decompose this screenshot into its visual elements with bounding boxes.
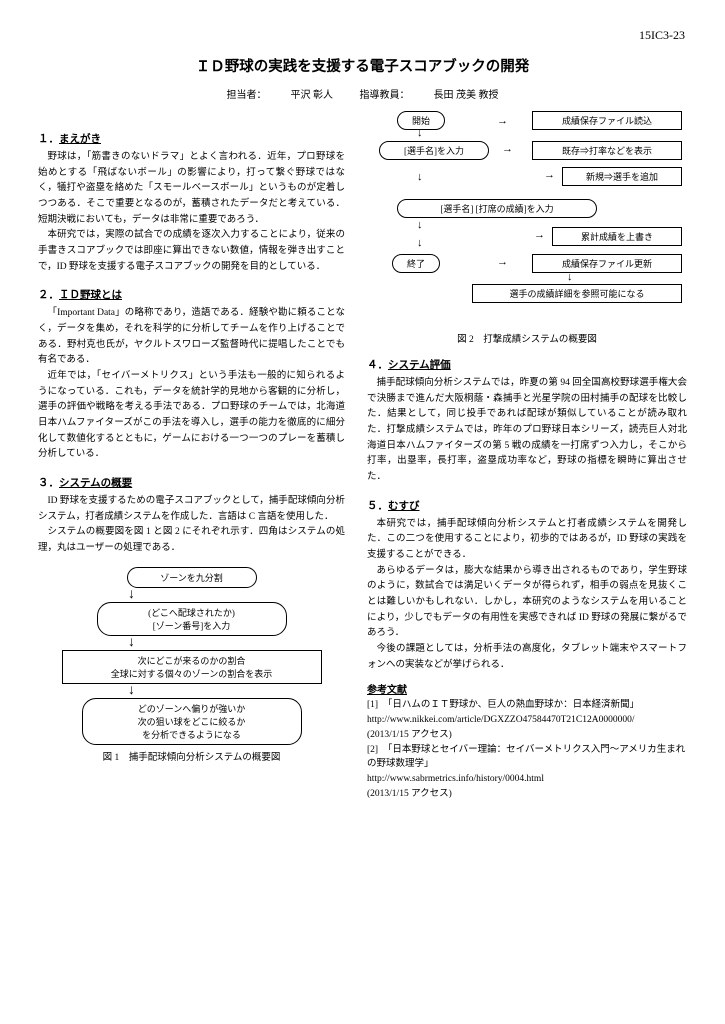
flow2-r3: 新規⇒選手を追加	[562, 167, 682, 186]
arrow-down-icon: ↓	[417, 237, 423, 249]
flow2-r1: 成績保存ファイル読込	[532, 111, 682, 130]
references-head: 参考文献	[367, 681, 687, 696]
flow1-n3a: 次にどこが来るのかの割合	[71, 654, 313, 667]
s2-para2: 近年では，「セイバーメトリクス」という手法も一般的に知られるようになっている．こ…	[38, 369, 345, 463]
flow2-r2: 既存⇒打率などを表示	[532, 141, 682, 160]
arrow-down-icon: ↓	[417, 171, 423, 183]
flow2-n2: [選手名]を入力	[379, 141, 489, 160]
section-1-head: １．まえがき	[38, 131, 345, 146]
s1-para2: 本研究では，実際の試合での成績を逐次入力することにより，従来の手書きスコアブック…	[38, 228, 345, 275]
author-name: 平沢 彰人	[291, 90, 334, 101]
flow2-r4: 累計成績を上書き	[552, 227, 682, 246]
arrow-down-icon: ↓	[417, 219, 423, 231]
ref2-url: http://www.sabrmetrics.info/history/0004…	[367, 772, 687, 787]
ref1-url: http://www.nikkei.com/article/DGXZZO4758…	[367, 713, 687, 728]
ref1-title: [1] 「日ハムのＩＴ野球か、巨人の熱血野球か：日本経済新聞」	[367, 698, 687, 713]
arrow-down-icon: ↓	[122, 687, 142, 695]
s5-para3: 今後の課題としては，分析手法の高度化，タブレット端末やスマートフォンへの実装など…	[367, 642, 687, 673]
flow1-n2a: (どこへ配球されたか)	[108, 606, 276, 619]
s4-para1: 捕手配球傾向分析システムでは，昨夏の第 94 回全国高校野球選手権大会で決勝まで…	[367, 376, 687, 486]
figure-2-caption: 図 2 打撃成績システムの概要図	[367, 331, 687, 345]
references: [1] 「日ハムのＩＴ野球か、巨人の熱血野球か：日本経済新聞」 http://w…	[367, 698, 687, 801]
right-column: 開始 成績保存ファイル読込 [選手名]を入力 既存⇒打率などを表示 新規⇒選手を…	[367, 119, 687, 801]
arrow-right-icon: →	[534, 229, 545, 241]
arrow-right-icon: →	[497, 256, 508, 268]
flow1-n4c: を分析できるようになる	[93, 728, 291, 741]
arrow-right-icon: →	[497, 115, 508, 127]
flowchart-2: 開始 成績保存ファイル読込 [選手名]を入力 既存⇒打率などを表示 新規⇒選手を…	[367, 109, 687, 327]
ref2-title: [2] 「日本野球とセイバー理論：セイバーメトリクス入門～アメリカ生まれの野球数…	[367, 743, 687, 772]
figure-1-caption: 図 1 捕手配球傾向分析システムの概要図	[38, 749, 345, 763]
s5-para2: あらゆるデータは，膨大な結果から導き出されるものであり，学生野球のように，数試合…	[367, 564, 687, 642]
arrow-down-icon: ↓	[567, 271, 573, 283]
flow2-n3: [選手名] [打席の成績]を入力	[397, 199, 597, 218]
s1-para1: 野球は，「筋書きのないドラマ」とよく言われる．近年，プロ野球を始めとする「飛ばな…	[38, 150, 345, 228]
authors-line: 担当者： 平沢 彰人 指導教員： 長田 茂美 教授	[38, 86, 687, 101]
advisor-label: 指導教員：	[360, 90, 410, 101]
page-title: ＩＤ野球の実践を支援する電子スコアブックの開発	[38, 55, 687, 76]
section-4-head: ４．システム評価	[367, 357, 687, 372]
section-3-head: ３．システムの概要	[38, 475, 345, 490]
ref1-access: (2013/1/15 アクセス)	[367, 728, 687, 743]
left-column: １．まえがき document.querySelector('[data-nam…	[38, 119, 345, 801]
flow1-n4b: 次の狙い球をどこに絞るか	[93, 715, 291, 728]
section-5-head: ５．むすび	[367, 498, 687, 513]
flow1-node-2: (どこへ配球されたか) [ゾーン番号]を入力	[97, 602, 287, 636]
author-label: 担当者：	[227, 90, 267, 101]
flow1-n2b: [ゾーン番号]を入力	[108, 619, 276, 632]
ref2-access: (2013/1/15 アクセス)	[367, 787, 687, 802]
flow1-n4a: どのゾーンへ偏りが強いか	[93, 702, 291, 715]
flow2-r5: 成績保存ファイル更新	[532, 254, 682, 273]
arrow-down-icon: ↓	[122, 639, 142, 647]
s3-para2: システムの概要図を図 1 と図 2 にそれぞれ示す．四角はシステムの処理，丸はユ…	[38, 525, 345, 556]
flow1-node-1: ゾーンを九分割	[127, 567, 257, 588]
s5-para1: 本研究では，捕手配球傾向分析システムと打者成績システムを開発した．この二つを使用…	[367, 517, 687, 564]
flow1-node-3: 次にどこが来るのかの割合 全球に対する個々のゾーンの割合を表示	[62, 650, 322, 684]
flow2-end: 終了	[392, 254, 440, 273]
advisor-name: 長田 茂美 教授	[434, 90, 499, 101]
section-2-head: ２．ＩＤ野球とは	[38, 287, 345, 302]
arrow-down-icon: ↓	[122, 591, 142, 599]
s3-para1: ID 野球を支援するための電子スコアブックとして，捕手配球傾向分析システム，打者…	[38, 494, 345, 525]
flowchart-1: ゾーンを九分割 ↓ (どこへ配球されたか) [ゾーン番号]を入力 ↓ 次にどこが…	[62, 567, 322, 745]
arrow-down-icon: ↓	[417, 127, 423, 139]
flow2-r6: 選手の成績詳細を参照可能になる	[472, 284, 682, 303]
s2-para1: 「Important Data」の略称であり，造語である．経験や勘に頼ることなく…	[38, 306, 345, 369]
two-column-layout: １．まえがき document.querySelector('[data-nam…	[38, 119, 687, 801]
document-id: 15IC3-23	[639, 28, 685, 43]
flow1-n3b: 全球に対する個々のゾーンの割合を表示	[71, 667, 313, 680]
arrow-right-icon: →	[502, 143, 513, 155]
arrow-right-icon: →	[544, 169, 555, 181]
flow1-node-4: どのゾーンへ偏りが強いか 次の狙い球をどこに絞るか を分析できるようになる	[82, 698, 302, 745]
